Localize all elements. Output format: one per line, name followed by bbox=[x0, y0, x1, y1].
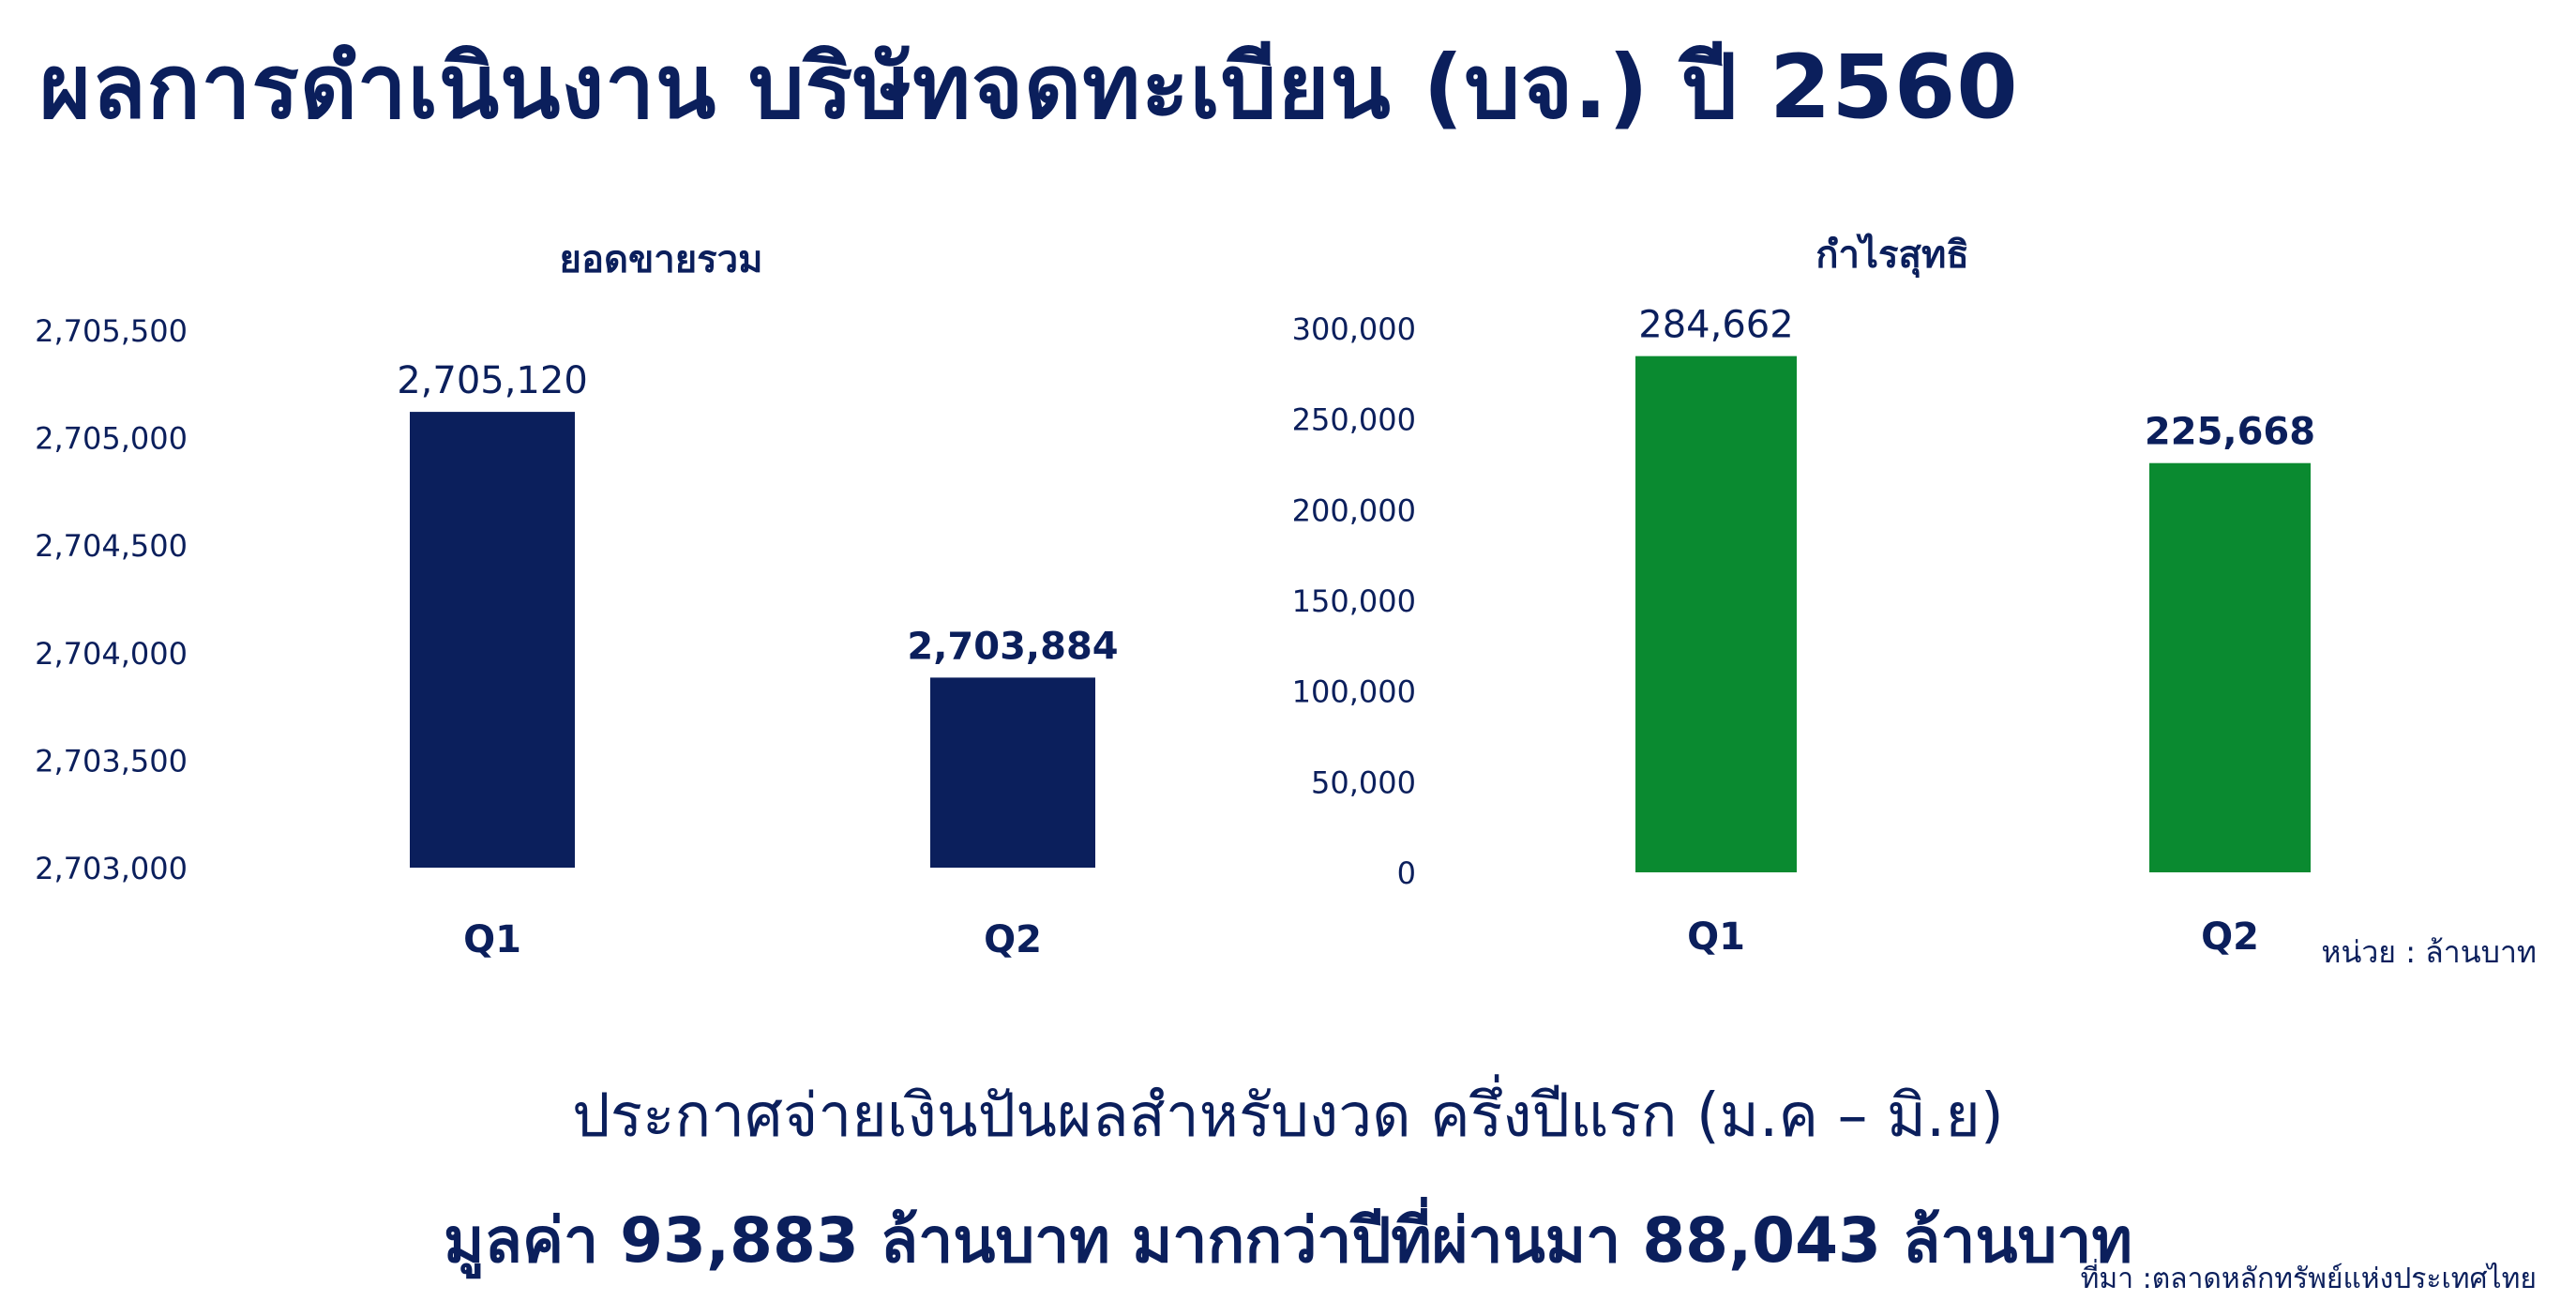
charts-area: ยอดขายรวม 2,703,000 2,703,500 2,704,000 2,70… bbox=[35, 233, 2315, 961]
category-label: Q2 bbox=[984, 918, 1042, 961]
y-tick-label: 2,703,000 bbox=[35, 851, 188, 886]
data-label: 2,705,120 bbox=[397, 359, 588, 402]
source-note: ที่มา :ตลาดหลักทรัพย์แห่งประเทศไทย bbox=[2080, 1263, 2537, 1295]
page-title: ผลการดำเนินงาน บริษัทจดทะเบียน (บจ.) ปี … bbox=[39, 37, 2019, 139]
bar-q1 bbox=[410, 412, 575, 868]
y-tick-label: 2,705,500 bbox=[35, 313, 188, 349]
data-label: 284,662 bbox=[1638, 304, 1793, 347]
y-tick-label: 2,703,500 bbox=[35, 743, 188, 779]
category-label: Q1 bbox=[1687, 915, 1745, 959]
y-tick-label: 250,000 bbox=[1292, 402, 1416, 438]
bar-q2 bbox=[2149, 462, 2311, 872]
y-tick-label: 2,704,500 bbox=[35, 528, 188, 564]
dividend-announcement: ประกาศจ่ายเงินปันผลสำหรับงวด ครึ่งปีแรก … bbox=[572, 1082, 2004, 1151]
y-tick-label: 300,000 bbox=[1292, 311, 1416, 347]
y-tick-label: 100,000 bbox=[1292, 674, 1416, 710]
y-tick-label: 2,705,000 bbox=[35, 421, 188, 457]
y-tick-label: 2,704,000 bbox=[35, 636, 188, 672]
y-tick-label: 50,000 bbox=[1311, 764, 1416, 800]
bar-q2 bbox=[930, 677, 1095, 868]
unit-note: หน่วย : ล้านบาท bbox=[2321, 934, 2537, 970]
category-label: Q1 bbox=[463, 918, 521, 961]
y-tick-label: 150,000 bbox=[1292, 583, 1416, 619]
data-label: 2,703,884 bbox=[907, 625, 1118, 668]
category-label: Q2 bbox=[2201, 915, 2259, 959]
dividend-value: มูลค่า 93,883 ล้านบาท มากกว่าปีที่ผ่านมา… bbox=[443, 1204, 2132, 1277]
data-label: 225,668 bbox=[2145, 411, 2315, 454]
chart-title: กำไรสุทธิ bbox=[1815, 233, 1968, 279]
bar-q1 bbox=[1635, 356, 1797, 873]
y-tick-label: 0 bbox=[1397, 855, 1416, 891]
chart-title: ยอดขายรวม bbox=[560, 238, 763, 281]
y-tick-label: 200,000 bbox=[1292, 492, 1416, 528]
